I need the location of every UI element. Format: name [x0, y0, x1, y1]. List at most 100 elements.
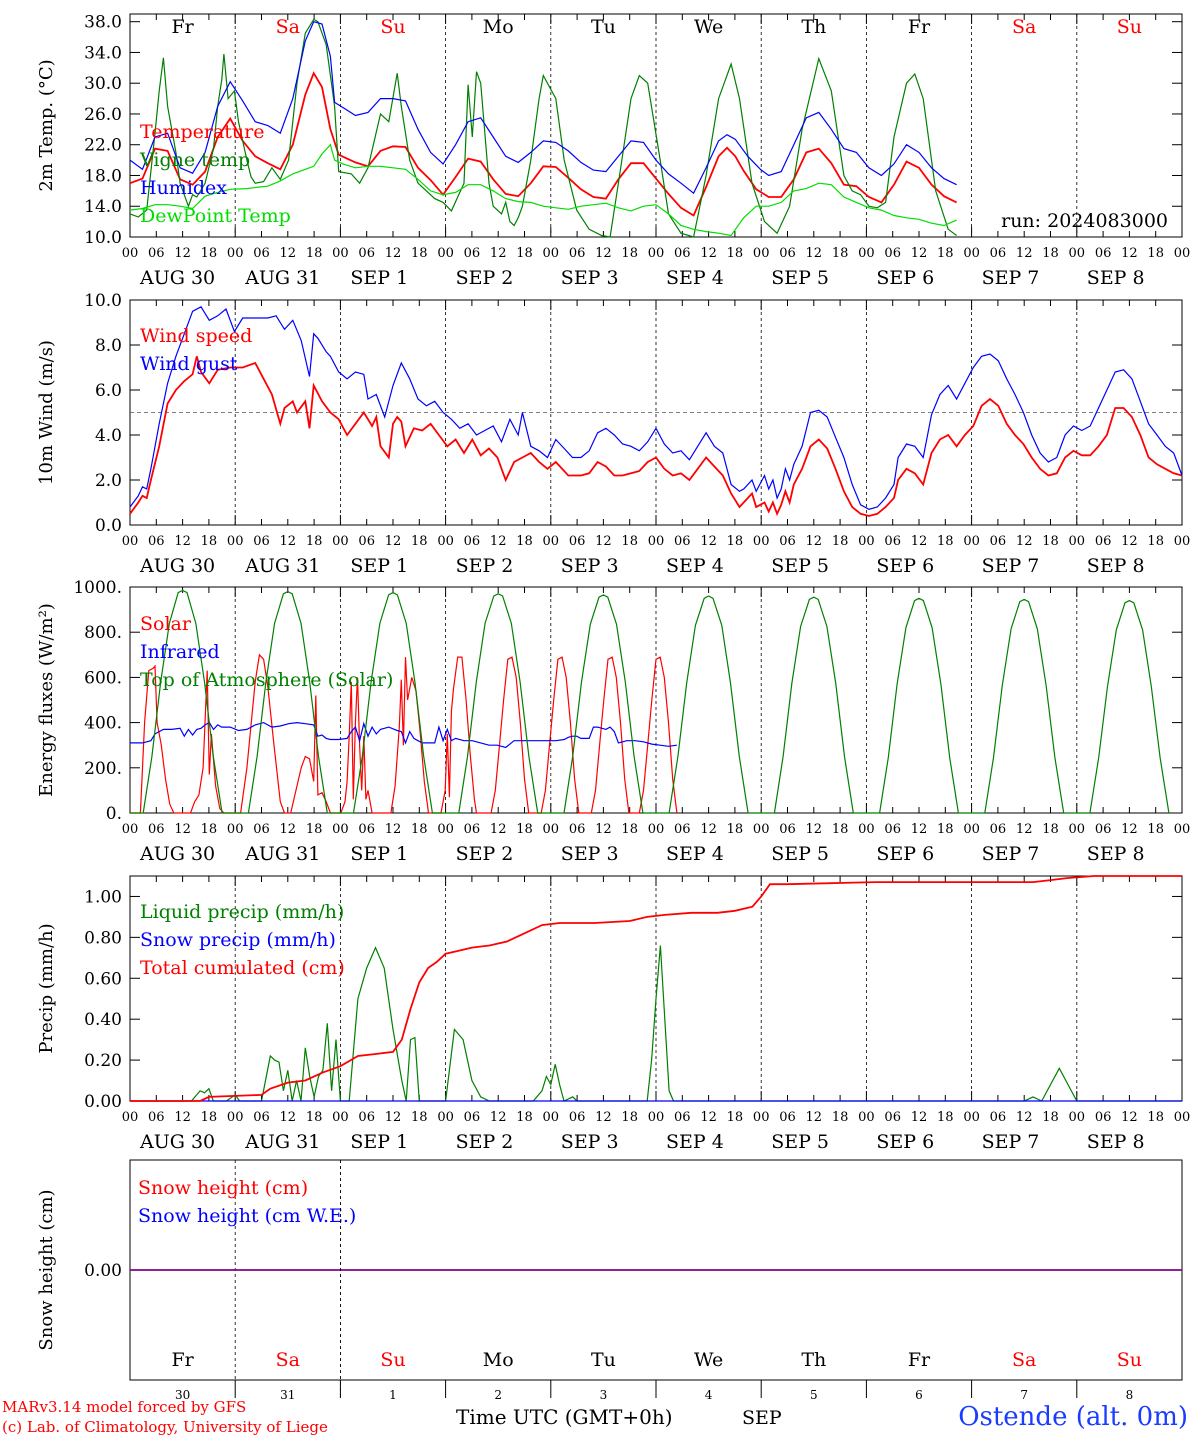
- y-tick-label: 14.0: [84, 197, 122, 217]
- y-tick-label: 18.0: [84, 166, 122, 186]
- hour-tick-label: 06: [148, 822, 165, 837]
- hour-tick-label: 18: [937, 1110, 954, 1125]
- hour-tick-label: 00: [122, 246, 139, 261]
- hour-tick-label: 18: [1147, 1110, 1164, 1125]
- hour-tick-label: 00: [1174, 534, 1191, 549]
- hour-tick-label: 06: [779, 822, 796, 837]
- day-number: 2: [494, 1388, 502, 1402]
- series-line-dewpoint-temp: [129, 143, 957, 237]
- date-label: SEP 4: [666, 555, 724, 577]
- hour-tick-label: 06: [253, 246, 270, 261]
- hour-tick-label: 18: [516, 534, 533, 549]
- hour-tick-label: 18: [937, 534, 954, 549]
- day-number: 8: [1126, 1388, 1134, 1402]
- y-axis-label: Snow height (cm): [36, 1189, 57, 1350]
- hour-tick-label: 18: [727, 1110, 744, 1125]
- date-label: SEP 2: [456, 267, 514, 289]
- hour-tick-label: 06: [464, 534, 481, 549]
- day-name-top: Sa: [1012, 16, 1036, 38]
- series-line-wind-speed: [129, 356, 1183, 517]
- day-number: 7: [1020, 1388, 1028, 1402]
- hour-tick-label: 12: [595, 246, 612, 261]
- series-line-solar: [130, 653, 678, 814]
- y-tick-label: 0.80: [84, 928, 122, 948]
- hour-tick-label: 18: [411, 1110, 428, 1125]
- hour-tick-label: 18: [1147, 534, 1164, 549]
- hour-tick-label: 12: [280, 534, 297, 549]
- hour-tick-label: 18: [306, 1110, 323, 1125]
- hour-tick-label: 06: [464, 246, 481, 261]
- hour-tick-label: 00: [543, 246, 560, 261]
- hour-tick-label: 12: [806, 822, 823, 837]
- hour-tick-label: 18: [1042, 822, 1059, 837]
- hour-tick-label: 00: [1069, 246, 1086, 261]
- hour-tick-label: 18: [411, 534, 428, 549]
- hour-tick-label: 00: [227, 534, 244, 549]
- hour-tick-label: 12: [490, 534, 507, 549]
- hour-tick-label: 18: [1042, 534, 1059, 549]
- month-label: SEP: [742, 1407, 782, 1429]
- hour-tick-label: 06: [674, 822, 691, 837]
- y-tick-label: 2.0: [95, 471, 122, 491]
- y-tick-label: 0.00: [84, 1261, 122, 1281]
- day-name-bottom: Tu: [591, 1349, 616, 1371]
- date-label: SEP 7: [982, 267, 1040, 289]
- hour-tick-label: 12: [595, 534, 612, 549]
- hour-tick-label: 12: [1016, 534, 1033, 549]
- day-number: 1: [389, 1388, 397, 1402]
- hour-tick-label: 06: [464, 822, 481, 837]
- y-tick-label: 1000.: [73, 578, 122, 598]
- hour-tick-label: 06: [253, 822, 270, 837]
- hour-tick-label: 18: [516, 246, 533, 261]
- hour-tick-label: 12: [700, 822, 717, 837]
- date-label: SEP 3: [561, 843, 619, 865]
- hour-tick-label: 18: [832, 1110, 849, 1125]
- hour-tick-label: 12: [280, 1110, 297, 1125]
- hour-tick-label: 00: [122, 534, 139, 549]
- legend-solar: Solar: [140, 613, 192, 635]
- legend-humidex: Humidex: [140, 177, 227, 199]
- y-tick-label: 34.0: [84, 43, 122, 63]
- hour-tick-label: 06: [569, 822, 586, 837]
- date-label: AUG 30: [139, 267, 215, 289]
- hour-tick-label: 18: [411, 246, 428, 261]
- model-credit: MARv3.14 model forced by GFS: [2, 1398, 247, 1416]
- hour-tick-label: 12: [280, 822, 297, 837]
- hour-tick-label: 00: [1174, 246, 1191, 261]
- date-label: SEP 8: [1087, 267, 1145, 289]
- hour-tick-label: 00: [122, 1110, 139, 1125]
- series-line-liquid-precip-mm-h-: [130, 945, 1182, 1102]
- hour-tick-label: 06: [990, 534, 1007, 549]
- hour-tick-label: 06: [1095, 246, 1112, 261]
- y-tick-label: 38.0: [84, 13, 122, 33]
- hour-tick-label: 06: [148, 246, 165, 261]
- hour-tick-label: 00: [963, 822, 980, 837]
- day-name-bottom: Fr: [171, 1349, 194, 1371]
- y-tick-label: 6.0: [95, 381, 122, 401]
- day-number: 31: [280, 1388, 295, 1402]
- hour-tick-label: 06: [569, 534, 586, 549]
- y-axis-label: Precip (mm/h): [36, 923, 57, 1053]
- y-tick-label: 10.0: [84, 291, 122, 311]
- date-label: SEP 5: [771, 1131, 829, 1153]
- date-label: AUG 30: [139, 555, 215, 577]
- hour-tick-label: 00: [648, 1110, 665, 1125]
- date-label: SEP 7: [982, 1131, 1040, 1153]
- hour-tick-label: 18: [621, 1110, 638, 1125]
- y-axis-label: 2m Temp. (°C): [36, 59, 57, 191]
- hour-tick-label: 18: [937, 822, 954, 837]
- day-name-bottom: Sa: [276, 1349, 300, 1371]
- date-label: AUG 31: [244, 267, 320, 289]
- date-label: SEP 1: [350, 1131, 408, 1153]
- day-name-top: Fr: [908, 16, 931, 38]
- hour-tick-label: 00: [963, 534, 980, 549]
- hour-tick-label: 12: [700, 534, 717, 549]
- hour-tick-label: 06: [779, 1110, 796, 1125]
- hour-tick-label: 12: [174, 246, 191, 261]
- date-label: SEP 3: [561, 267, 619, 289]
- series-line-vigne-temp: [129, 18, 957, 238]
- day-number: 4: [705, 1388, 713, 1402]
- date-label: SEP 4: [666, 843, 724, 865]
- legend-snow-height-cm-w-e-: Snow height (cm W.E.): [138, 1205, 356, 1227]
